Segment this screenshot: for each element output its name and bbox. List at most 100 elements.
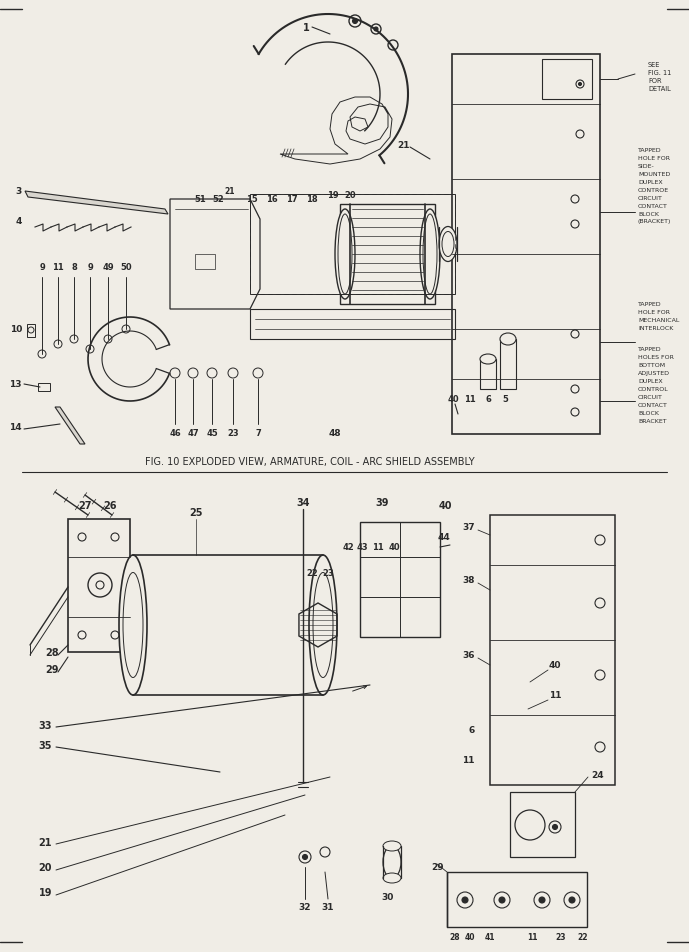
Circle shape — [499, 897, 505, 903]
Text: DUPLEX: DUPLEX — [638, 179, 663, 185]
Text: 11: 11 — [548, 691, 562, 700]
Ellipse shape — [420, 209, 440, 300]
Text: 9: 9 — [87, 263, 93, 272]
Text: 22: 22 — [577, 933, 588, 942]
Ellipse shape — [439, 228, 457, 262]
Ellipse shape — [383, 873, 401, 883]
Text: 24: 24 — [592, 771, 604, 780]
Text: 52: 52 — [212, 195, 224, 205]
Text: 7: 7 — [255, 429, 261, 438]
Text: 28: 28 — [45, 647, 59, 657]
Text: 19: 19 — [39, 887, 52, 897]
Text: 6: 6 — [485, 395, 491, 404]
Text: 3: 3 — [16, 188, 22, 196]
Text: 13: 13 — [10, 380, 22, 389]
Text: TAPPED: TAPPED — [638, 302, 661, 307]
Text: 32: 32 — [299, 902, 311, 912]
Text: CONTROL: CONTROL — [638, 387, 669, 392]
Polygon shape — [25, 191, 168, 215]
Text: 23: 23 — [227, 429, 239, 438]
Text: 39: 39 — [376, 498, 389, 507]
Text: 23: 23 — [555, 933, 566, 942]
Text: 35: 35 — [39, 741, 52, 750]
Text: 30: 30 — [382, 893, 394, 902]
Circle shape — [462, 897, 468, 903]
Text: SIDE-: SIDE- — [638, 164, 655, 169]
Text: 47: 47 — [187, 429, 199, 438]
Text: 29: 29 — [45, 664, 59, 674]
Text: 43: 43 — [356, 543, 368, 552]
Text: 5: 5 — [502, 395, 508, 404]
Text: HOLE FOR: HOLE FOR — [638, 155, 670, 160]
Text: TAPPED: TAPPED — [638, 347, 661, 352]
Text: 51: 51 — [194, 195, 206, 205]
Ellipse shape — [383, 846, 401, 878]
Text: 40: 40 — [548, 661, 562, 670]
Text: 48: 48 — [329, 429, 341, 438]
Text: 37: 37 — [462, 523, 475, 532]
Text: 20: 20 — [39, 863, 52, 872]
Text: 19: 19 — [327, 191, 339, 200]
Circle shape — [374, 28, 378, 32]
Text: 25: 25 — [189, 507, 203, 518]
Text: 9: 9 — [39, 263, 45, 272]
Text: (BRACKET): (BRACKET) — [638, 219, 671, 225]
Text: 8: 8 — [71, 263, 77, 272]
Text: BLOCK: BLOCK — [638, 411, 659, 416]
Circle shape — [569, 897, 575, 903]
Text: 38: 38 — [462, 576, 475, 585]
Ellipse shape — [480, 355, 496, 365]
Text: 21: 21 — [39, 837, 52, 847]
Text: 27: 27 — [79, 501, 92, 510]
Text: 17: 17 — [286, 195, 298, 205]
Text: 33: 33 — [39, 721, 52, 730]
Text: 15: 15 — [246, 195, 258, 205]
Text: 6: 6 — [469, 725, 475, 735]
Circle shape — [302, 855, 307, 860]
Polygon shape — [55, 407, 85, 445]
Text: MOUNTED: MOUNTED — [638, 171, 670, 176]
Text: 34: 34 — [296, 498, 310, 507]
Text: 40: 40 — [447, 395, 459, 404]
Text: 40: 40 — [465, 933, 475, 942]
Text: 44: 44 — [438, 533, 451, 542]
Ellipse shape — [500, 333, 516, 346]
Text: 45: 45 — [206, 429, 218, 438]
Text: DUPLEX: DUPLEX — [638, 379, 663, 384]
Circle shape — [579, 84, 582, 87]
Text: 46: 46 — [169, 429, 181, 438]
Text: MECHANICAL: MECHANICAL — [638, 318, 679, 323]
Text: HOLES FOR: HOLES FOR — [638, 355, 674, 360]
Ellipse shape — [119, 555, 147, 695]
Circle shape — [553, 824, 557, 829]
Text: 11: 11 — [462, 756, 475, 764]
Text: HOLE FOR: HOLE FOR — [638, 310, 670, 315]
Text: 4: 4 — [16, 217, 22, 227]
Text: 40: 40 — [388, 543, 400, 552]
Text: 21: 21 — [398, 140, 410, 149]
Text: CONTACT: CONTACT — [638, 204, 668, 208]
Text: 11: 11 — [372, 543, 384, 552]
Text: CIRCUIT: CIRCUIT — [638, 195, 663, 200]
Ellipse shape — [335, 209, 355, 300]
Text: 18: 18 — [306, 195, 318, 205]
Text: 20: 20 — [344, 191, 356, 200]
Ellipse shape — [309, 555, 337, 695]
Text: 50: 50 — [120, 263, 132, 272]
Text: 10: 10 — [10, 326, 22, 334]
Text: DETAIL: DETAIL — [648, 86, 671, 92]
Text: BOTTOM: BOTTOM — [638, 363, 665, 368]
Text: 28: 28 — [449, 933, 460, 942]
Text: CONTROE: CONTROE — [638, 188, 669, 192]
Text: 26: 26 — [103, 501, 116, 510]
Ellipse shape — [383, 842, 401, 851]
Text: BRACKET: BRACKET — [638, 419, 667, 424]
Text: FOR: FOR — [648, 78, 661, 84]
Text: 16: 16 — [266, 195, 278, 205]
Text: 23: 23 — [322, 569, 333, 578]
Text: TAPPED: TAPPED — [638, 148, 661, 152]
Text: CONTACT: CONTACT — [638, 403, 668, 408]
Text: 40: 40 — [438, 501, 452, 510]
Text: ADJUSTED: ADJUSTED — [638, 371, 670, 376]
Text: 22: 22 — [306, 569, 318, 578]
